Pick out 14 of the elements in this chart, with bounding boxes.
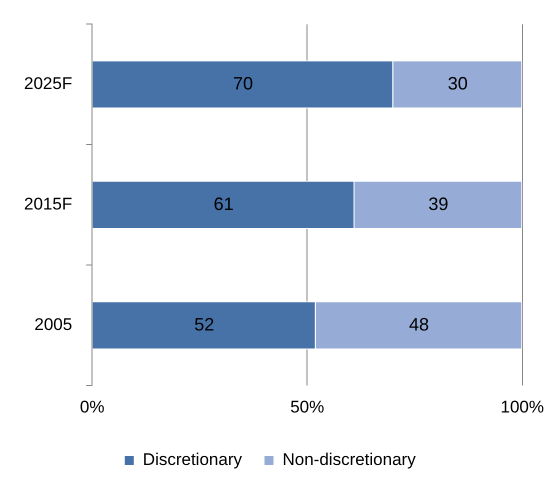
x-tick-label: 50% xyxy=(290,397,324,416)
data-label: 48 xyxy=(409,314,430,334)
y-tick-label: 2005 xyxy=(34,315,72,334)
data-label: 70 xyxy=(232,73,253,94)
legend-label: Discretionary xyxy=(142,450,242,470)
x-tick-label: 0% xyxy=(80,397,104,416)
legend-label: Non-discretionary xyxy=(282,450,416,470)
y-tick-label: 2025F xyxy=(24,74,72,94)
data-label: 61 xyxy=(214,194,234,214)
data-label: 39 xyxy=(428,194,448,214)
x-tick-label: 100% xyxy=(500,397,544,416)
data-label: 52 xyxy=(194,314,214,334)
y-tick-label: 2015F xyxy=(24,194,72,214)
data-label: 30 xyxy=(448,73,468,94)
